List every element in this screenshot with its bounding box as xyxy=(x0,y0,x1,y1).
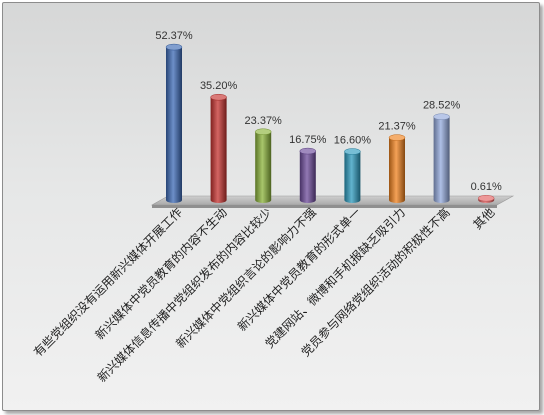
chart-floor xyxy=(150,195,515,208)
category-label: 新兴媒体信息传播中党组织发布的内容比较少 xyxy=(94,205,274,385)
bar-body xyxy=(166,47,182,203)
value-label: 28.52% xyxy=(423,100,461,112)
value-label: 35.20% xyxy=(200,80,238,92)
value-label: 16.75% xyxy=(289,134,327,146)
bar-body xyxy=(299,151,316,204)
bar-cap xyxy=(388,134,406,141)
bar-cap xyxy=(165,43,183,51)
bar-cap xyxy=(344,148,361,155)
category-label: 其他 xyxy=(470,205,497,232)
bar-body xyxy=(210,97,227,204)
bar-2 xyxy=(210,93,227,204)
value-label: 52.37% xyxy=(155,30,193,42)
bar-body xyxy=(433,116,450,204)
bar-cap xyxy=(254,128,272,136)
bar-body xyxy=(389,137,405,203)
floor-top xyxy=(150,195,515,206)
bar-1 xyxy=(165,43,183,203)
value-label: 23.37% xyxy=(245,115,283,127)
bar-8 xyxy=(477,194,495,204)
bar-cap xyxy=(299,147,317,155)
bar-7 xyxy=(433,113,450,204)
bar-3 xyxy=(254,128,272,203)
bar-4 xyxy=(299,147,317,204)
value-label: 21.37% xyxy=(378,121,416,133)
value-label: 0.61% xyxy=(471,181,502,193)
bar-body xyxy=(344,151,361,204)
floor-front xyxy=(152,205,497,208)
bar-5 xyxy=(344,148,361,204)
bar-chart: 52.37% 35.20% 23.37% 16.75% 16.60% 21.37% 28.5… xyxy=(30,30,515,385)
bar-6 xyxy=(388,134,406,203)
bar-cap xyxy=(477,194,495,202)
value-label: 16.60% xyxy=(334,135,372,147)
bar-body xyxy=(255,131,272,203)
chart-area: 52.37% 35.20% 23.37% 16.75% 16.60% 21.37% 28.5… xyxy=(2,2,540,411)
bar-cap xyxy=(433,113,450,120)
bar-cap xyxy=(210,93,227,101)
